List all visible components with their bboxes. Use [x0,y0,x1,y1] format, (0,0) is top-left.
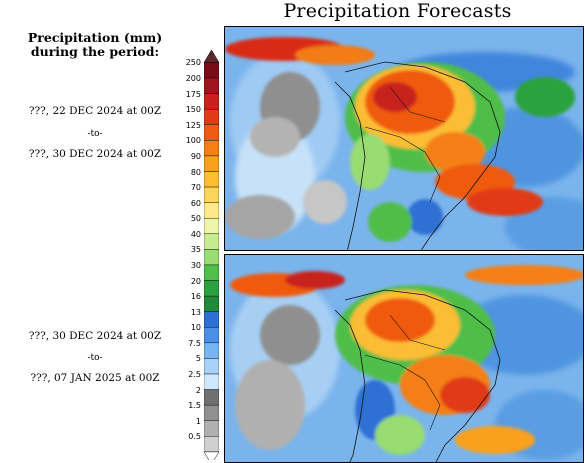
period1-to: -to- [87,129,103,139]
colorbar-segment [204,233,219,250]
colorbar-tick-label: 100 [185,136,201,146]
colorbar-segment [204,420,219,437]
colorbar-tick-label: 60 [190,198,201,208]
colorbar-segment [204,202,219,219]
colorbar-segment [204,311,219,328]
period2-end: ???, 07 JAN 2025 at 00Z [30,372,160,384]
colorbar-segment [204,295,219,312]
colorbar-tick-label: 1 [195,416,201,426]
colorbar-tick-label: 16 [190,292,201,302]
precipitation-colorbar [204,50,219,460]
colorbar-segment [204,108,219,125]
forecast-map-period1 [224,26,584,251]
colorbar-tick-label: 200 [185,74,201,84]
colorbar-tick-label: 80 [190,167,201,177]
legend-title-line2: during the period: [30,44,160,59]
colorbar-segment [204,218,219,235]
colorbar-segment [204,436,219,453]
colorbar-tick-label: 10 [190,323,201,333]
period2-start: ???, 30 DEC 2024 at 00Z [28,330,162,342]
colorbar-tick-label: 0.5 [188,432,201,442]
colorbar-tick-label: 2.5 [188,370,201,379]
period1-end: ???, 30 DEC 2024 at 00Z [28,148,162,160]
colorbar-segment [204,77,219,94]
colorbar-tick-label: 35 [190,245,201,255]
colorbar-segment [204,155,219,172]
colorbar-segment [204,404,219,421]
colorbar-tick-label: 90 [190,151,201,161]
colorbar-segment [204,124,219,141]
colorbar-segment [204,186,219,203]
colorbar-tick-label: 125 [185,120,201,130]
period2-to: -to- [87,353,103,363]
colorbar-segment [204,171,219,188]
colorbar-top-arrow [204,50,219,63]
period1-start: ???, 22 DEC 2024 at 00Z [28,105,162,117]
colorbar-segment [204,327,219,344]
colorbar-tick-label: 30 [190,260,201,270]
colorbar-bottom-arrow [204,451,219,460]
colorbar-segment [204,280,219,297]
colorbar-tick-label: 70 [190,183,201,193]
colorbar-tick-label: 7.5 [188,338,201,348]
colorbar-tick-label: 175 [185,89,201,99]
page-title: Precipitation Forecasts [283,0,512,22]
colorbar-segment [204,358,219,375]
colorbar-segment [204,249,219,266]
forecast-map-period2 [224,254,584,463]
colorbar-tick-label: 40 [190,229,201,239]
colorbar-tick-label: 5 [195,354,201,364]
colorbar-tick-label: 50 [190,214,201,224]
colorbar-tick-label: 13 [190,307,201,317]
colorbar-segment [204,373,219,390]
colorbar-tick-label: 150 [185,105,201,115]
colorbar-segment [204,264,219,281]
colorbar-tick-label: 2 [195,385,201,395]
legend-title-line1: Precipitation (mm) [27,30,163,45]
colorbar-segment [204,93,219,110]
colorbar-segment [204,342,219,359]
colorbar-segment [204,62,219,79]
colorbar-tick-label: 1.5 [188,401,201,411]
colorbar-segment [204,140,219,157]
legend-title: Precipitation (mm) during the period: [20,31,170,59]
colorbar-tick-label: 20 [190,276,201,286]
colorbar-segment [204,389,219,406]
colorbar-tick-label: 250 [185,58,201,68]
